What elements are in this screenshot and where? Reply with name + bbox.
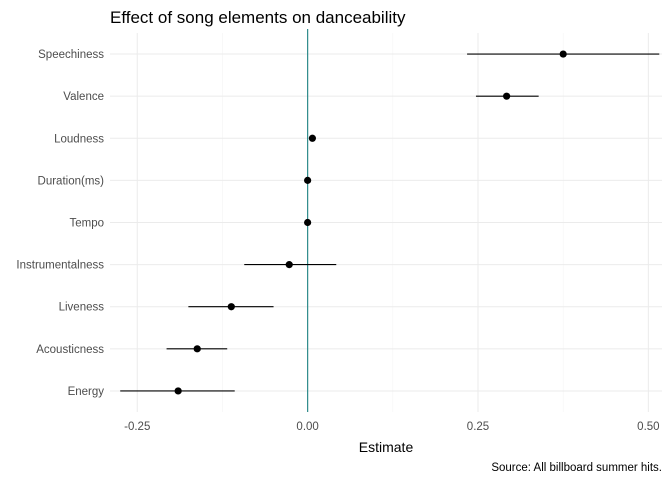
y-tick-label: Tempo <box>69 218 104 230</box>
grid-lines <box>110 33 662 412</box>
estimate-point <box>174 387 182 395</box>
estimate-point <box>559 50 567 58</box>
y-tick-label: Duration(ms) <box>38 175 105 187</box>
y-tick-label: Loudness <box>54 133 104 145</box>
y-tick-label: Speechiness <box>38 49 104 61</box>
estimate-point <box>227 303 235 311</box>
y-tick-label: Acousticness <box>36 344 104 356</box>
y-tick-label: Liveness <box>59 302 105 314</box>
chart-title: Effect of song elements on danceability <box>110 8 406 27</box>
estimate-point <box>304 176 312 184</box>
chart-caption: Source: All billboard summer hits. <box>491 462 662 474</box>
x-tick-label: 0.50 <box>637 421 659 433</box>
x-tick-label: -0.25 <box>124 421 150 433</box>
estimate-point <box>285 261 293 269</box>
estimate-point <box>308 134 316 142</box>
estimate-point <box>304 218 312 227</box>
x-axis-title: Estimate <box>359 439 414 455</box>
y-tick-label: Valence <box>63 91 104 103</box>
x-tick-label: 0.25 <box>467 421 489 433</box>
y-tick-label: Instrumentalness <box>16 260 104 272</box>
estimate-points <box>174 50 567 395</box>
estimate-point <box>503 92 511 100</box>
x-tick-label: 0.00 <box>296 421 318 433</box>
y-tick-labels: Energy Acousticness Liveness Instrumentalne… <box>16 49 104 398</box>
x-tick-labels: -0.25 0.00 0.25 0.50 <box>124 421 659 433</box>
y-tick-label: Energy <box>68 386 105 398</box>
estimate-point <box>193 345 201 353</box>
